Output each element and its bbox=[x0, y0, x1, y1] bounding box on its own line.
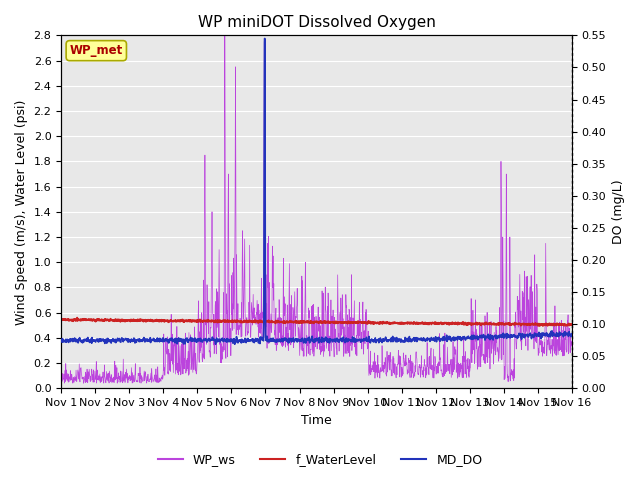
Y-axis label: DO (mg/L): DO (mg/L) bbox=[612, 180, 625, 244]
Y-axis label: Wind Speed (m/s), Water Level (psi): Wind Speed (m/s), Water Level (psi) bbox=[15, 99, 28, 324]
Legend: WP_ws, f_WaterLevel, MD_DO: WP_ws, f_WaterLevel, MD_DO bbox=[152, 448, 488, 471]
X-axis label: Time: Time bbox=[301, 414, 332, 427]
Text: WP_met: WP_met bbox=[70, 44, 123, 57]
Title: WP miniDOT Dissolved Oxygen: WP miniDOT Dissolved Oxygen bbox=[198, 15, 435, 30]
